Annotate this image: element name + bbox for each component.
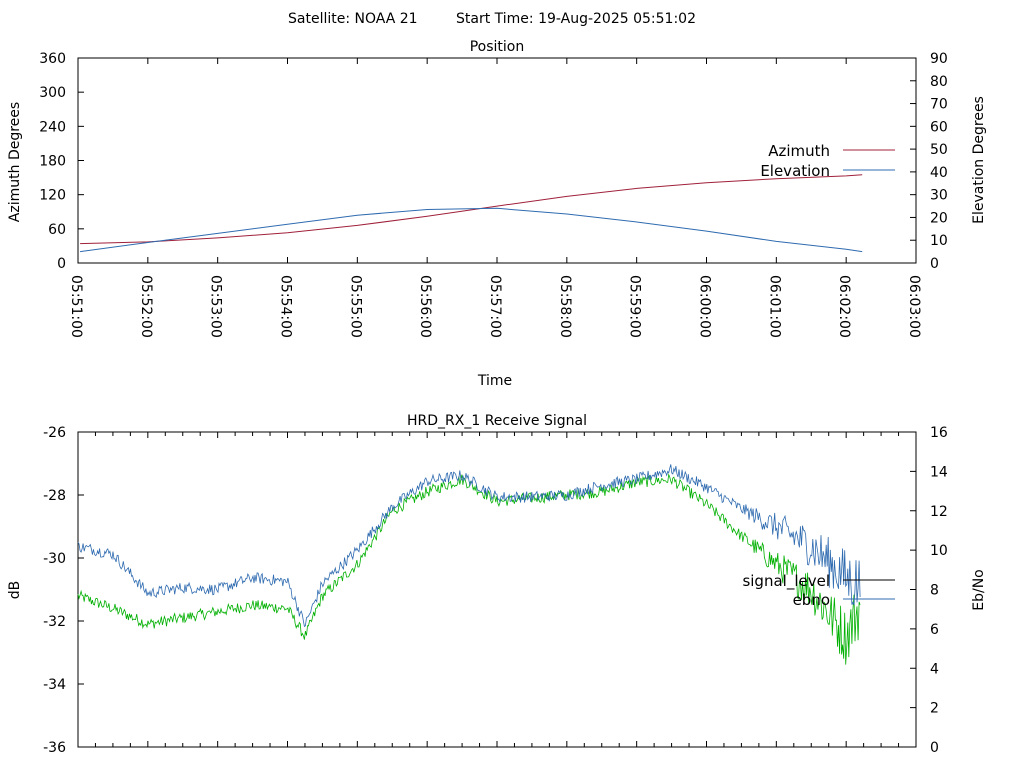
elevation-tick-label: 30: [930, 188, 948, 204]
elevation-tick-label: 40: [930, 165, 948, 181]
time-tick-label: 05:51:00: [68, 275, 84, 338]
time-tick-label: 06:01:00: [766, 275, 782, 338]
db-tick-label: -34: [43, 677, 66, 693]
elevation-legend-label: Elevation: [760, 162, 830, 180]
db-tick-label: -30: [43, 551, 66, 567]
azimuth-tick-label: 120: [39, 188, 66, 204]
azimuth-tick-label: 60: [48, 222, 66, 238]
azimuth-tick-label: 0: [57, 256, 66, 272]
ebno-tick-label: 10: [930, 543, 948, 559]
ebno-tick-label: 16: [930, 425, 948, 441]
time-tick-label: 05:52:00: [138, 275, 154, 338]
ebno-legend-label: ebno: [793, 591, 830, 609]
ebno-tick-label: 2: [930, 701, 939, 717]
elevation-tick-label: 80: [930, 74, 948, 90]
azimuth-tick-label: 360: [39, 51, 66, 67]
ebno-tick-label: 12: [930, 504, 948, 520]
satellite-label: Satellite: NOAA 21: [288, 11, 418, 27]
time-tick-label: 05:57:00: [487, 275, 503, 338]
db-tick-label: -36: [43, 740, 66, 756]
receive-signal-chart: HRD_RX_1 Receive Signal -36 -34 -32 -30 -28 -…: [7, 413, 987, 756]
time-tick-label: 05:58:00: [557, 275, 573, 338]
azimuth-axis-label: Azimuth Degrees: [7, 102, 23, 222]
db-tick-label: -28: [43, 488, 66, 504]
ebno-tick-label: 8: [930, 583, 939, 599]
elevation-axis-label: Elevation Degrees: [971, 96, 987, 224]
receive-signal-chart-title: HRD_RX_1 Receive Signal: [407, 413, 587, 429]
azimuth-legend-label: Azimuth: [768, 142, 830, 160]
position-chart-title: Position: [470, 39, 525, 55]
db-axis-label: dB: [7, 581, 23, 600]
time-tick-label: 05:53:00: [208, 275, 224, 338]
position-x-axis-label: Time: [477, 373, 512, 389]
signal-level-trace: [77, 473, 861, 665]
time-tick-label: 06:03:00: [906, 275, 922, 338]
elevation-tick-label: 90: [930, 51, 948, 67]
ebno-tick-label: 0: [930, 740, 939, 756]
start-time-label: Start Time: 19-Aug-2025 05:51:02: [456, 11, 696, 27]
ebno-tick-label: 4: [930, 661, 939, 677]
ebno-axis-label: Eb/No: [971, 569, 987, 611]
elevation-tick-label: 50: [930, 142, 948, 158]
db-tick-label: -32: [43, 614, 66, 630]
azimuth-series-line: [80, 174, 863, 245]
time-tick-label: 05:54:00: [278, 275, 294, 338]
position-chart: Position 0 60 120 180 240 300 360 0 10 20 30 40 50 60…: [7, 39, 987, 389]
position-plot-frame: [77, 57, 917, 264]
elevation-tick-label: 70: [930, 97, 948, 113]
db-tick-label: -26: [43, 425, 66, 441]
elevation-tick-label: 10: [930, 233, 948, 249]
azimuth-tick-label: 300: [39, 85, 66, 101]
time-tick-label: 05:59:00: [627, 275, 643, 338]
azimuth-tick-label: 180: [39, 154, 66, 170]
ebno-tick-label: 14: [930, 464, 948, 480]
time-tick-label: 06:02:00: [836, 275, 852, 338]
time-tick-label: 06:00:00: [697, 275, 713, 338]
elevation-series-line: [80, 207, 863, 253]
time-tick-label: 05:56:00: [417, 275, 433, 338]
azimuth-tick-label: 240: [39, 119, 66, 135]
signal-level-legend-label: signal_level: [742, 572, 830, 591]
position-legend: Azimuth Elevation: [760, 142, 895, 180]
elevation-tick-label: 20: [930, 210, 948, 226]
ebno-trace: [77, 464, 861, 628]
elevation-tick-label: 60: [930, 119, 948, 135]
elevation-tick-label: 0: [930, 256, 939, 272]
time-tick-label: 05:55:00: [347, 275, 363, 338]
ebno-tick-label: 6: [930, 622, 939, 638]
